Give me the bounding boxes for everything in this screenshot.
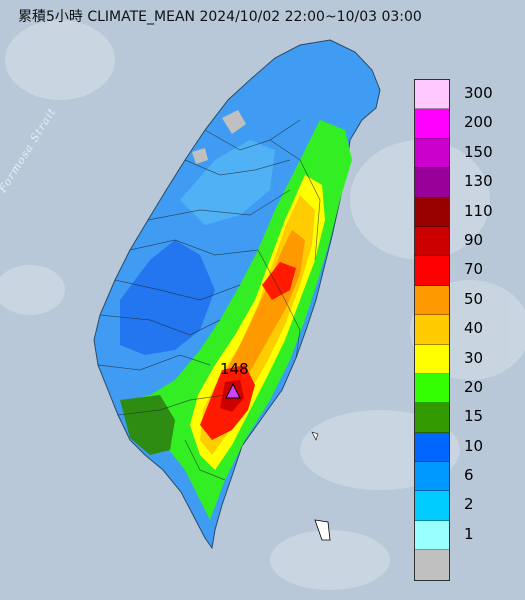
legend-label-13: 6	[464, 466, 474, 485]
map-title: 累積5小時 CLIMATE_MEAN 2024/10/02 22:00~10/0…	[18, 9, 422, 25]
legend-label-10: 20	[464, 377, 484, 396]
legend-swatch-4	[415, 197, 449, 227]
legend-label-1: 200	[464, 113, 493, 132]
legend-label-4: 110	[464, 201, 493, 220]
legend-label-0: 300	[464, 84, 493, 102]
legend-swatch-6	[415, 256, 449, 286]
legend-swatch-5	[415, 226, 449, 257]
legend-swatch-1	[415, 109, 449, 139]
legend-swatch-10	[415, 373, 449, 404]
legend-swatch-9	[415, 344, 449, 374]
legend-swatch-15	[415, 520, 449, 551]
legend-label-15: 1	[464, 524, 474, 543]
rain-grey-north	[222, 110, 246, 134]
legend-swatch-0	[415, 80, 449, 110]
legend-label-2: 150	[464, 142, 493, 161]
legend-label-8: 40	[464, 319, 484, 338]
legend-label-12: 10	[464, 436, 484, 455]
legend-label-16	[464, 549, 493, 578]
small-islet	[311, 431, 319, 441]
legend-swatch-2	[415, 138, 449, 169]
peak-value-label: 148	[220, 360, 249, 378]
legend-swatch-7	[415, 285, 449, 316]
green-island	[314, 519, 331, 541]
legend-swatch-11	[415, 403, 449, 433]
legend-swatch-3	[415, 168, 449, 198]
legend-labels: 300 200 150 130 110 90 70 50 40 30 20 15…	[464, 79, 493, 579]
rain-10	[120, 240, 215, 355]
legend-label-11: 15	[464, 407, 484, 426]
legend-swatch-13	[415, 462, 449, 492]
legend-label-3: 130	[464, 172, 493, 191]
peak-marker	[225, 382, 241, 399]
legend-label-9: 30	[464, 348, 484, 367]
rain-grey-north2	[192, 148, 208, 164]
legend-label-6: 70	[464, 260, 484, 279]
legend-swatch-12	[415, 432, 449, 463]
legend-swatch-14	[415, 491, 449, 521]
rain-2-north	[180, 140, 275, 225]
rain-15	[120, 395, 175, 455]
legend-label-7: 50	[464, 289, 484, 308]
county-boundaries	[97, 119, 321, 481]
legend-label-5: 90	[464, 230, 484, 249]
legend-swatch-8	[415, 315, 449, 345]
rain-70	[262, 262, 296, 300]
legend-colorbar	[414, 79, 450, 581]
legend-swatch-16	[415, 550, 449, 580]
legend-label-14: 2	[464, 495, 474, 514]
